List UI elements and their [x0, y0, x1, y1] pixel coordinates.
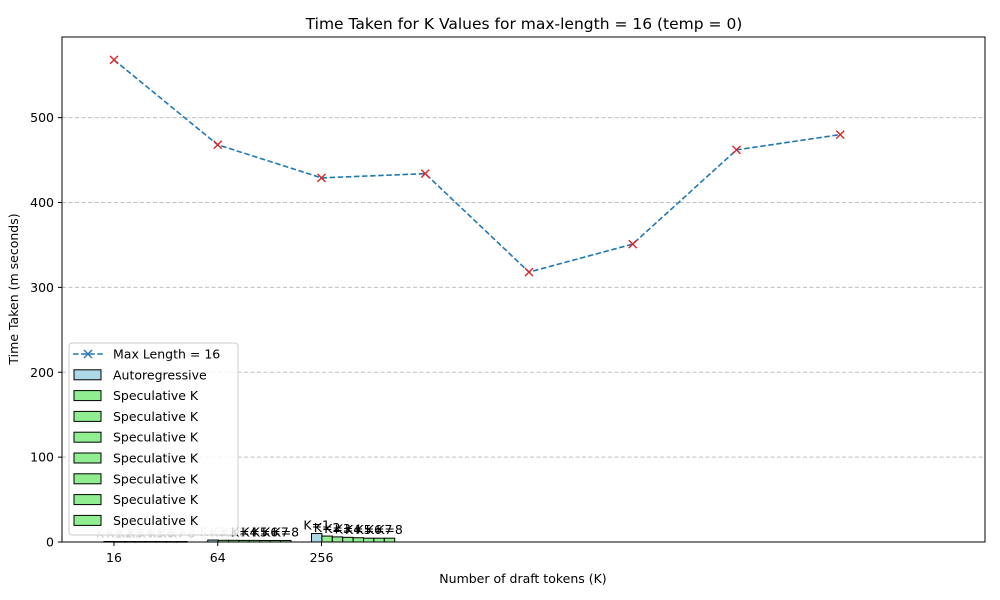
data-point-marker — [420, 169, 430, 179]
data-point-marker — [732, 145, 741, 155]
x-tick-label: 64 — [210, 550, 226, 565]
x-tick-label: 16 — [106, 550, 122, 565]
data-point-marker — [835, 130, 845, 140]
bar-label: K=7 — [262, 524, 289, 539]
y-tick-label: 500 — [30, 110, 54, 125]
legend-entry-label: Speculative K — [113, 471, 199, 486]
y-tick-label: 300 — [30, 280, 54, 295]
legend-entry-label: Speculative K — [113, 430, 199, 445]
y-tick-label: 0 — [46, 535, 54, 550]
legend-bar-swatch — [73, 431, 102, 443]
chart-title: Time Taken for K Values for max-length =… — [305, 15, 743, 33]
legend-bar-swatch — [73, 514, 102, 526]
y-tick-label: 400 — [30, 195, 54, 210]
x-axis-label: Number of draft tokens (K) — [439, 571, 606, 586]
legend-entry-label: Speculative K — [113, 388, 199, 403]
plot-frame — [61, 36, 986, 543]
legend-entry-label: Speculative K — [113, 451, 199, 466]
bar-label: K=1 — [303, 518, 330, 533]
bar-label: K=4 — [335, 521, 362, 536]
bar-256-K=4 — [342, 536, 354, 543]
y-tick-label: 100 — [30, 450, 54, 465]
legend-bar-swatch — [73, 452, 102, 464]
bar-256-K=8 — [383, 537, 396, 543]
legend-bar-swatch — [73, 473, 102, 485]
bar-label: K=5 — [345, 522, 372, 537]
bar-256-K=7 — [373, 537, 385, 543]
y-tick-label: 200 — [30, 365, 54, 380]
bar-label: K=8 — [272, 524, 299, 539]
legend: Max Length = 16 Autoregressive Speculative… — [68, 342, 239, 536]
bar-256-K=3 — [331, 536, 344, 543]
bar-label: K=7 — [366, 522, 393, 537]
legend-entry-label: Speculative K — [113, 409, 199, 424]
x-tick-label: 256 — [310, 550, 334, 565]
data-point-marker — [109, 55, 119, 65]
legend-bar-swatch — [73, 494, 102, 506]
legend-entry-label: Speculative K — [113, 492, 199, 507]
legend-bar-swatch — [73, 369, 102, 381]
data-point-marker — [213, 140, 223, 150]
legend-marker-swatch — [83, 349, 93, 359]
bar-256-K=6 — [363, 537, 375, 543]
data-point-marker — [524, 267, 534, 277]
bar-label: K=8 — [376, 522, 403, 537]
y-axis-label: Time Taken (m seconds) — [6, 213, 21, 365]
legend-entry-label: Speculative K — [113, 513, 199, 528]
bar-label: K=3 — [324, 521, 351, 536]
bar-256-K=5 — [352, 537, 365, 543]
line-series-max-length-16 — [113, 59, 841, 273]
legend-box — [68, 342, 239, 536]
legend-entry-label: Max Length = 16 — [113, 347, 220, 362]
bar-label: K=6 — [355, 522, 382, 537]
bar-label: K=6 — [252, 524, 279, 539]
data-point-marker — [317, 173, 326, 183]
bar-label: K=2 — [314, 520, 341, 535]
bar-label: K=5 — [241, 524, 268, 539]
legend-entry-label: Autoregressive — [113, 367, 207, 382]
legend-bar-swatch — [73, 390, 102, 402]
bar-256-K=2 — [321, 535, 333, 543]
legend-bar-swatch — [73, 410, 102, 422]
data-point-marker — [628, 239, 638, 249]
